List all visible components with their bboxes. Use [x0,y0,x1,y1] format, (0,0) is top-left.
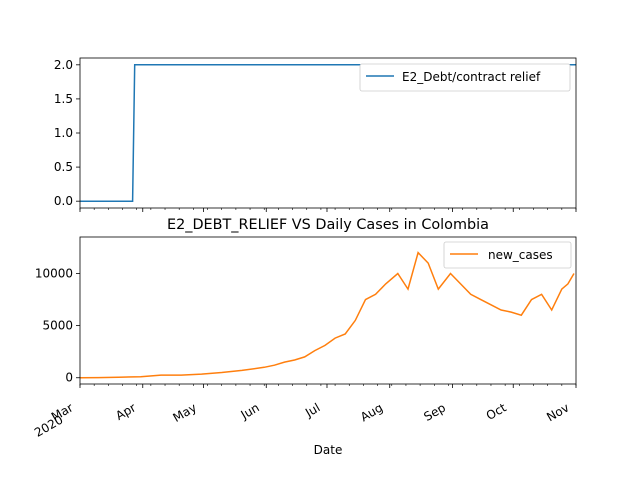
y-tick-label: 0 [65,371,73,385]
y-tick-label: 2.0 [54,58,73,72]
series-line-new-cases [79,251,575,379]
x-tick-label: Jul [302,400,322,420]
y-tick-label: 1.0 [54,126,73,140]
legend-box [443,241,572,269]
x-axis-label: Date [314,443,343,457]
y-tick-label: 0.0 [54,194,73,208]
legend-label: E2_Debt/contract relief [402,70,541,84]
y-axis-ticks: 0 5000 10000 [35,266,80,385]
legend-label: new_cases [488,248,553,262]
chart-title: E2_DEBT_RELIEF VS Daily Cases in Colombi… [167,217,489,233]
y-axis-ticks: 0.0 0.5 1.0 1.5 2.0 [54,58,80,208]
y-tick-label: 5000 [42,319,73,333]
legend: E2_Debt/contract relief [359,63,571,92]
y-tick-label: 10000 [35,266,73,280]
y-tick-label: 0.5 [54,160,73,174]
chart-debt-relief: 0.0 0.5 1.0 1.5 2.0 E2_Debt/contract relief [54,57,577,212]
y-tick-label: 1.5 [54,92,73,106]
legend: new_cases [443,241,572,269]
legend-box [359,63,571,92]
axes-frame [79,57,577,209]
axes-frame [79,236,577,385]
series-line-debt-relief [80,64,576,202]
